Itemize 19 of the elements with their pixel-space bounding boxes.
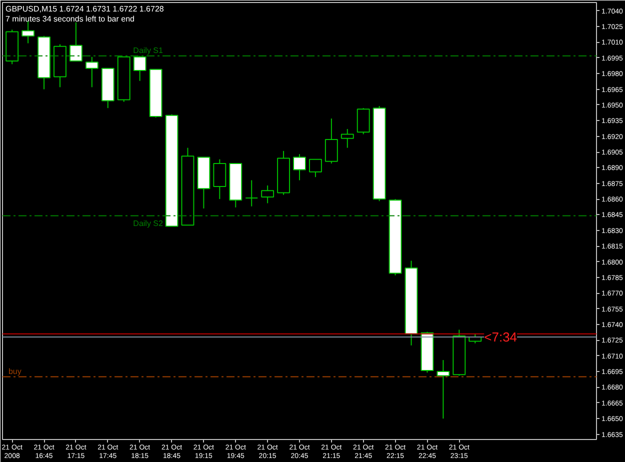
annotation: <7:34	[484, 330, 518, 345]
candlestick	[293, 154, 306, 181]
candlestick	[261, 184, 274, 204]
candlestick	[133, 55, 146, 82]
candlestick	[356, 108, 370, 135]
candlestick	[85, 56, 98, 88]
ref-line-label: Daily S2	[133, 218, 164, 228]
candlestick	[340, 128, 354, 148]
candlestick	[69, 22, 82, 62]
text: 7 minutes 34 seconds left to bar end	[6, 14, 134, 24]
ref-line-label: buy	[8, 366, 22, 376]
candlestick	[213, 158, 226, 200]
ref-line-label: Daily S1	[133, 46, 164, 55]
chart-title: GBPUSD,M15 1.6724 1.6731 1.6722 1.6728	[6, 4, 164, 14]
candlestick	[245, 180, 258, 207]
candlestick	[22, 20, 35, 44]
candlestick	[324, 118, 338, 164]
candlestick	[436, 360, 450, 420]
candlestick	[308, 158, 322, 178]
